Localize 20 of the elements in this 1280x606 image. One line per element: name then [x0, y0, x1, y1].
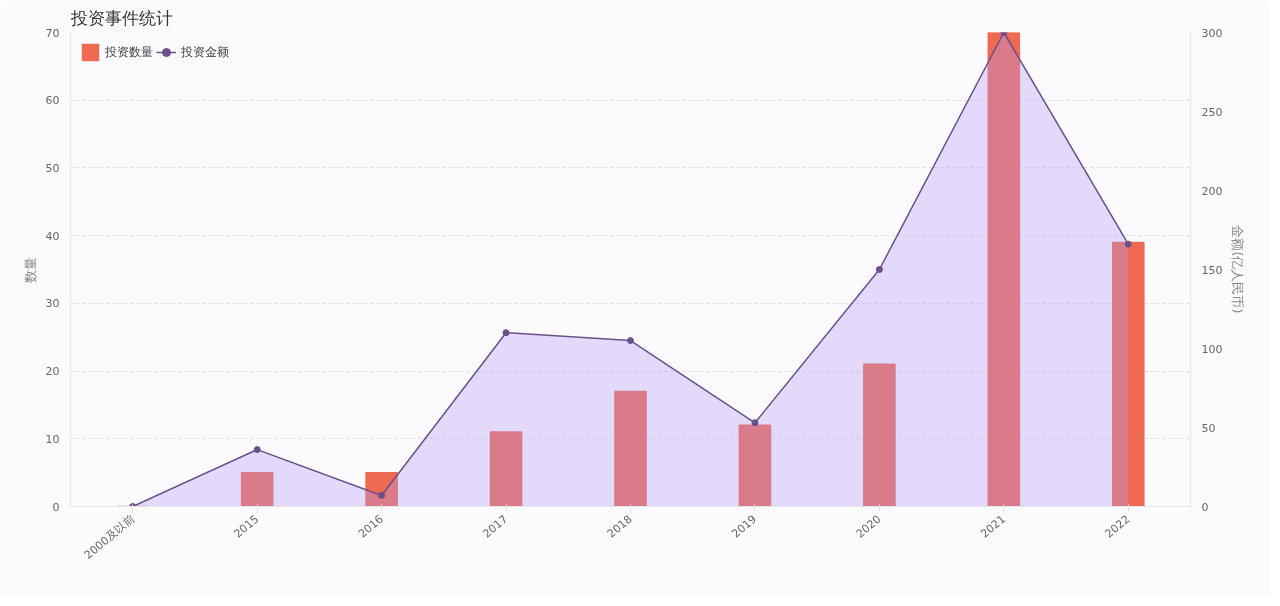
chart-title: 投资事件统计: [69, 7, 173, 28]
y-tick-label: 70: [45, 26, 60, 40]
y-tick-label: 40: [45, 229, 60, 243]
y2-axis-title: 金额(亿人民币): [1230, 225, 1246, 314]
y-tick-label: 30: [45, 297, 60, 311]
y2-tick-label: 0: [1201, 500, 1209, 514]
legend-label: 投资金额: [181, 43, 229, 61]
y2-tick-label: 150: [1201, 263, 1223, 277]
y2-tick-label: 50: [1201, 421, 1216, 435]
y-axis-title: 数量: [22, 256, 38, 283]
y2-tick-label: 300: [1201, 26, 1223, 40]
y-tick-label: 60: [45, 94, 60, 108]
y-tick-label: 10: [45, 432, 60, 446]
legend-label: 投资数量: [105, 43, 153, 61]
y-tick-label: 0: [52, 500, 60, 514]
y2-tick-label: 250: [1201, 105, 1223, 119]
y-tick-label: 50: [45, 161, 60, 175]
y2-tick-label: 100: [1201, 342, 1223, 356]
y-tick-label: 20: [45, 365, 60, 379]
y2-tick-label: 200: [1201, 184, 1223, 198]
